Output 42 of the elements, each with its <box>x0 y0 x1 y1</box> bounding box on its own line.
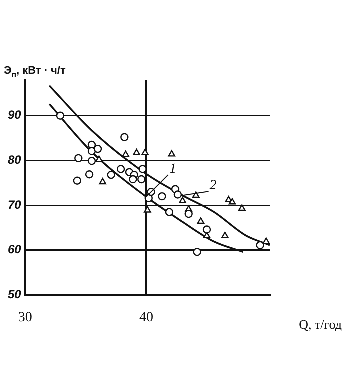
point <box>174 190 182 199</box>
point <box>179 196 186 204</box>
point <box>165 208 174 216</box>
point <box>56 112 65 120</box>
y-tick-label: 60 <box>8 242 22 257</box>
point <box>116 165 126 174</box>
point <box>74 154 83 163</box>
point <box>133 148 140 156</box>
point <box>99 178 106 185</box>
y-tick-label: 80 <box>8 153 22 168</box>
y-tick-label: 50 <box>8 288 22 302</box>
point <box>107 170 116 180</box>
point <box>138 165 147 174</box>
annotation: 1 <box>169 162 176 178</box>
point <box>193 248 202 256</box>
point <box>122 150 130 158</box>
annotation: 2 <box>210 178 217 194</box>
y-tick-label: 70 <box>8 198 22 212</box>
point <box>129 175 138 184</box>
point <box>228 198 236 205</box>
point <box>202 226 212 234</box>
point <box>94 144 102 154</box>
point <box>158 192 166 201</box>
x-tick-label: 40 <box>139 310 154 326</box>
point <box>262 238 270 244</box>
point <box>222 232 229 238</box>
point <box>168 150 176 157</box>
point <box>184 210 193 218</box>
x-tick-label: 30 <box>18 310 32 326</box>
x-axis-title: Q, т/год <box>299 317 342 332</box>
point <box>88 157 96 166</box>
point <box>85 170 94 179</box>
point <box>120 133 129 142</box>
point <box>96 156 103 162</box>
point <box>142 148 149 156</box>
y-tick-label: 90 <box>8 108 22 122</box>
point <box>144 206 152 213</box>
point <box>138 175 146 184</box>
point <box>238 204 246 212</box>
point <box>197 218 205 224</box>
point <box>256 241 264 250</box>
point <box>73 176 82 185</box>
